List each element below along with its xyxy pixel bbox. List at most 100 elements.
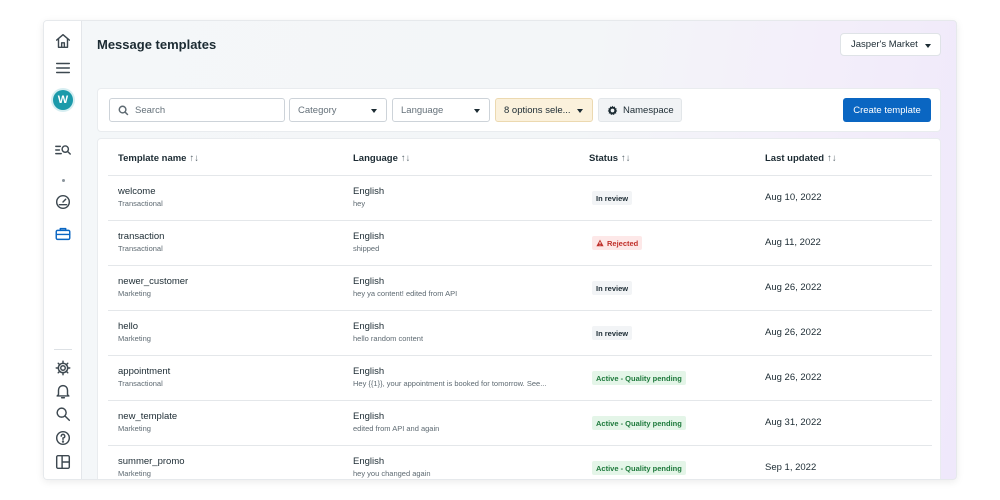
template-language: English [353, 456, 385, 467]
sort-icon: ↑↓ [400, 153, 411, 164]
column-header-name[interactable]: Template name ↑↓ [118, 153, 199, 164]
page-title: Message templates [97, 37, 217, 52]
template-name[interactable]: newer_customer [118, 276, 189, 287]
column-header-last-updated[interactable]: Last updated ↑↓ [765, 153, 837, 164]
search-box[interactable] [109, 98, 285, 122]
status-badge: Active - Quality pending [592, 371, 686, 385]
template-category: Marketing [118, 469, 151, 478]
status-text: Active - Quality pending [596, 418, 682, 428]
template-name[interactable]: appointment [118, 366, 171, 377]
table-row[interactable]: new_template Marketing English edited from … [108, 400, 932, 445]
caret-down-icon [925, 44, 931, 48]
template-category: Marketing [118, 289, 151, 298]
template-language: English [353, 411, 385, 422]
status-text: In review [596, 328, 629, 338]
template-content-preview: hey ya content! edited from API [353, 289, 458, 298]
table-row[interactable]: transaction Transactional English shipped Re… [108, 220, 932, 265]
last-updated-date: Aug 11, 2022 [765, 237, 821, 248]
avatar[interactable]: W [53, 90, 73, 110]
template-name[interactable]: hello [118, 321, 139, 332]
status-filter-label: 8 options sele... [504, 104, 571, 116]
template-name[interactable]: welcome [118, 186, 156, 197]
search-input[interactable] [135, 104, 275, 116]
column-header-label: Status [589, 153, 619, 164]
last-updated-date: Aug 26, 2022 [765, 372, 822, 383]
help-icon[interactable] [51, 426, 75, 450]
filter-toolbar: Category Language 8 options sele... Name… [97, 88, 941, 132]
caret-down-icon [474, 109, 480, 113]
category-label: Category [298, 104, 337, 116]
status-badge: Active - Quality pending [592, 416, 686, 430]
column-header-status[interactable]: Status ↑↓ [589, 153, 631, 164]
table-row[interactable]: summer_promo Marketing English hey you chan… [108, 445, 932, 479]
sidebar-divider [54, 349, 72, 350]
last-updated-date: Aug 26, 2022 [765, 327, 822, 338]
template-content-preview: Hey {{1}}, your appointment is booked fo… [353, 379, 547, 388]
template-name[interactable]: transaction [118, 231, 165, 242]
panels-icon[interactable] [51, 450, 75, 474]
template-category: Transactional [118, 199, 163, 208]
template-category: Transactional [118, 379, 163, 388]
template-language: English [353, 366, 385, 377]
template-category: Transactional [118, 244, 163, 253]
namespace-button[interactable]: Namespace [598, 98, 682, 122]
namespace-label: Namespace [623, 104, 674, 116]
template-content-preview: hey you changed again [353, 469, 431, 478]
status-badge: In review [592, 191, 633, 205]
template-language: English [353, 321, 385, 332]
template-language: English [353, 186, 385, 197]
status-text: Rejected [607, 238, 639, 248]
sort-icon: ↑↓ [189, 153, 199, 164]
template-content-preview: hey [353, 199, 366, 208]
table-row[interactable]: appointment Transactional English Hey {{1}}… [108, 355, 932, 400]
separator-dot [62, 179, 65, 182]
column-header-label: Language [353, 153, 398, 164]
language-label: Language [401, 104, 444, 116]
caret-down-icon [577, 109, 583, 113]
last-updated-date: Aug 10, 2022 [765, 192, 822, 203]
status-badge: Rejected [592, 236, 643, 250]
column-header-language[interactable]: Language ↑↓ [353, 153, 410, 164]
template-content-preview: edited from API and again [353, 424, 440, 433]
warning-icon [596, 239, 604, 247]
search-icon[interactable] [51, 402, 75, 426]
account-name: Jasper's Market [851, 39, 918, 50]
create-template-button[interactable]: Create template [843, 98, 931, 122]
template-content-preview: shipped [353, 244, 380, 253]
status-text: Active - Quality pending [596, 373, 682, 383]
template-name[interactable]: new_template [118, 411, 178, 422]
templates-table: Template name ↑↓ Language ↑↓ Status ↑↓ Last… [97, 138, 941, 479]
account-selector[interactable]: Jasper's Market [840, 33, 941, 56]
sort-icon: ↑↓ [827, 153, 837, 164]
status-text: In review [596, 193, 629, 203]
column-header-label: Last updated [765, 153, 825, 164]
template-name[interactable]: summer_promo [118, 456, 185, 467]
list-search-icon[interactable] [51, 138, 75, 162]
last-updated-date: Aug 26, 2022 [765, 282, 822, 293]
briefcase-icon[interactable] [51, 222, 75, 246]
template-language: English [353, 231, 385, 242]
last-updated-date: Aug 31, 2022 [765, 417, 822, 428]
table-row[interactable]: newer_customer Marketing English hey ya con… [108, 265, 932, 310]
last-updated-date: Sep 1, 2022 [765, 462, 817, 473]
language-dropdown[interactable]: Language [392, 98, 490, 122]
template-language: English [353, 276, 385, 287]
status-badge: In review [592, 326, 633, 340]
gear-icon [607, 105, 618, 115]
status-filter-dropdown[interactable]: 8 options sele... [495, 98, 593, 122]
status-badge: In review [592, 281, 633, 295]
gear-icon[interactable] [51, 356, 75, 380]
sort-icon: ↑↓ [621, 153, 631, 164]
menu-icon[interactable] [51, 56, 75, 80]
gauge-icon[interactable] [51, 190, 75, 214]
status-text: In review [596, 283, 629, 293]
table-row[interactable]: welcome Transactional English hey In review A… [108, 175, 932, 220]
sidebar: W [44, 21, 82, 479]
template-content-preview: hello random content [353, 334, 424, 343]
category-dropdown[interactable]: Category [289, 98, 387, 122]
table-row[interactable]: hello Marketing English hello random conten… [108, 310, 932, 355]
home-icon[interactable] [51, 29, 75, 53]
column-header-label: Template name [118, 153, 187, 164]
bell-icon[interactable] [51, 379, 75, 403]
status-text: Active - Quality pending [596, 463, 682, 473]
